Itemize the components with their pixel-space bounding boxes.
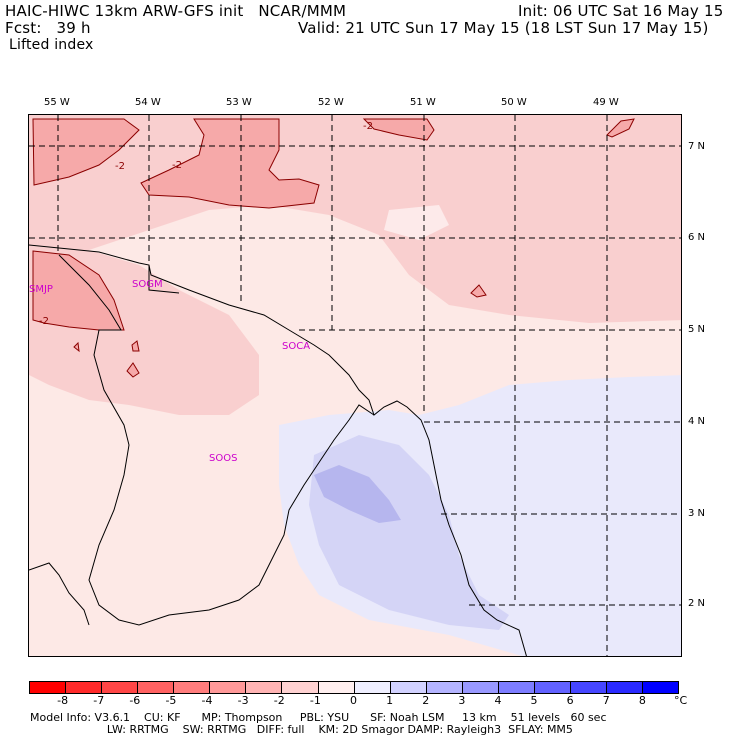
colorbar-swatch	[354, 682, 391, 693]
contour-label: -2	[363, 121, 373, 132]
border-line	[29, 562, 90, 626]
lon-label: 51 W	[410, 97, 436, 108]
colorbar-tick-label: -5	[165, 694, 177, 707]
field-name: Lifted index	[9, 37, 94, 53]
contour-label: -2	[172, 160, 182, 171]
colorbar-swatch	[570, 682, 607, 693]
border-line	[58, 254, 375, 626]
map-canvas	[29, 115, 681, 656]
field-light-spot	[384, 205, 449, 240]
colorbar-swatch	[498, 682, 535, 693]
forecast-hour: Fcst: 39 h	[5, 19, 91, 37]
title-left: HAIC-HIWC 13km ARW-GFS init NCAR/MMM	[5, 2, 347, 20]
colorbar-unit: °C	[674, 694, 688, 707]
contour-label: -2	[39, 316, 49, 327]
colorbar-tick-label: -8	[57, 694, 69, 707]
field-red-top-small	[362, 118, 435, 141]
lat-label: 2 N	[688, 598, 706, 609]
lon-label: 50 W	[501, 97, 527, 108]
colorbar-swatch	[30, 682, 67, 693]
colorbar-swatch	[462, 682, 499, 693]
field-red-spot	[73, 341, 80, 353]
lon-label: 49 W	[593, 97, 619, 108]
lat-label: 3 N	[688, 508, 706, 519]
colorbar-tick-label: -4	[201, 694, 213, 707]
colorbar-swatch	[102, 682, 139, 693]
colorbar-tick-label: 8	[638, 694, 646, 707]
field-red-spot	[131, 340, 140, 352]
colorbar-tick-label: -6	[129, 694, 141, 707]
colorbar-tick-label: 0	[350, 694, 357, 707]
colorbar-swatch	[246, 682, 283, 693]
field-red-spot	[126, 362, 140, 378]
colorbar-tick-label: -7	[93, 694, 105, 707]
station-soos: SOOS	[209, 453, 238, 464]
colorbar-tick-label: -3	[237, 694, 249, 707]
field-red-topcenter	[140, 118, 320, 209]
lat-label: 6 N	[688, 232, 706, 243]
colorbar-tick-label: 4	[494, 694, 502, 707]
lat-label: 4 N	[688, 416, 706, 427]
field-red-topleft	[32, 118, 140, 186]
colorbar-swatch	[643, 682, 679, 693]
colorbar-swatch	[138, 682, 175, 693]
colorbar-swatch	[534, 682, 571, 693]
border-line	[148, 265, 180, 294]
colorbar-swatch	[174, 682, 211, 693]
station-sogm: SOGM	[132, 279, 163, 290]
station-smjp: SMJP	[29, 284, 53, 295]
colorbar-swatch	[282, 682, 319, 693]
colorbar-tick-label: 7	[602, 694, 610, 707]
init-time: Init: 06 UTC Sat 16 May 15	[518, 2, 724, 20]
colorbar-tick-label: -2	[273, 694, 285, 707]
model-info-line2: LW: RRTMG SW: RRTMG DIFF: full KM: 2D Sm…	[30, 723, 573, 736]
colorbar-tick-label: 2	[422, 694, 430, 707]
lat-label: 5 N	[688, 324, 706, 335]
field-red-spot	[470, 284, 487, 298]
field-red-top-right	[606, 118, 635, 138]
colorbar-swatch	[318, 682, 355, 693]
lon-label: 55 W	[44, 97, 70, 108]
colorbar-tick-label: 1	[386, 694, 394, 707]
colorbar-tick-label: 3	[458, 694, 466, 707]
lon-label: 54 W	[135, 97, 161, 108]
lon-label: 52 W	[318, 97, 344, 108]
station-soca: SOCA	[282, 341, 311, 352]
lat-label: 7 N	[688, 141, 706, 152]
colorbar-swatch	[607, 682, 644, 693]
colorbar-swatch	[66, 682, 103, 693]
colorbar-swatch	[426, 682, 463, 693]
field-blue-dark	[314, 465, 401, 523]
colorbar-tick-label: -1	[309, 694, 321, 707]
coastline	[29, 244, 527, 656]
model-info-line1: Model Info: V3.6.1 CU: KF MP: Thompson P…	[30, 711, 607, 724]
lat-lon-grid	[29, 115, 681, 656]
contour-label: -2	[115, 161, 125, 172]
colorbar-tick-label: 5	[530, 694, 538, 707]
colorbar-tick-label: 6	[566, 694, 574, 707]
valid-time: Valid: 21 UTC Sun 17 May 15 (18 LST Sun …	[298, 19, 709, 37]
colorbar	[29, 681, 679, 694]
lon-label: 53 W	[226, 97, 252, 108]
colorbar-swatch	[390, 682, 427, 693]
colorbar-swatch	[210, 682, 247, 693]
lifted-index-map: -2 -2 -2 -2 SMJP SOGM SOCA SOOS	[28, 114, 682, 657]
